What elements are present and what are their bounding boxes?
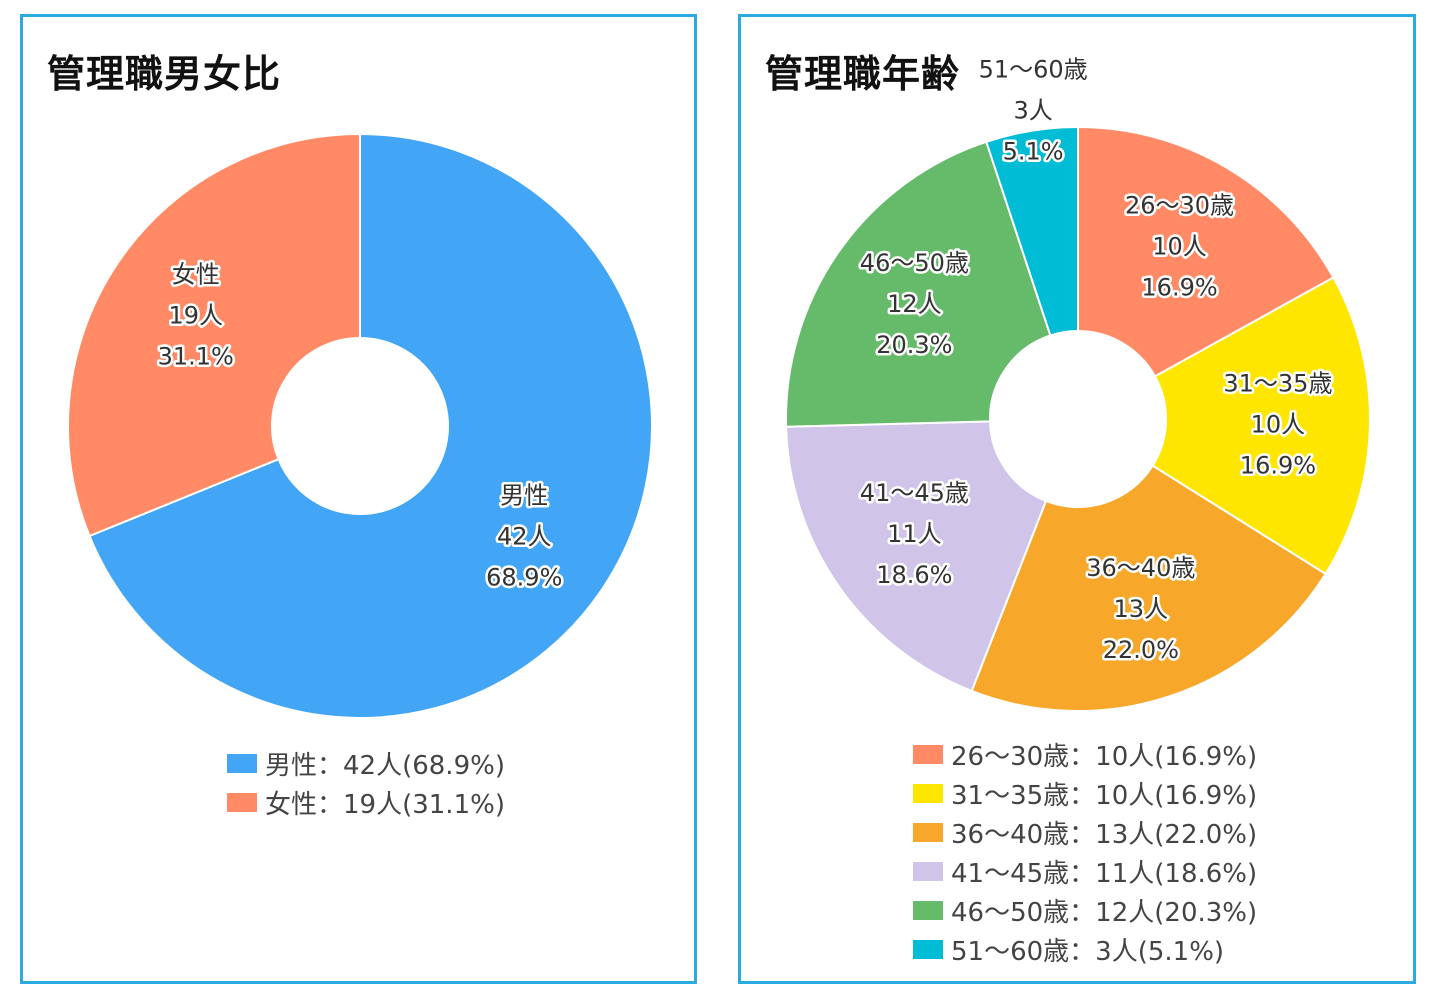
gender-slice-1 (88, 132, 653, 719)
age-legend-text: 36〜40歳：13人(22.0%) (951, 820, 1258, 850)
age-legend-text: 46〜50歳：12人(20.3%) (951, 898, 1258, 928)
age-legend-swatch (913, 784, 943, 803)
gender-legend: 男性：42人(68.9%) 女性：19人(31.1%) (227, 744, 505, 822)
age-slice-2-label: 31〜35歳 10人 16.9% (1223, 369, 1332, 479)
age-slice-4 (785, 420, 1048, 693)
age-legend: 26〜30歳：10人(16.9%) 31〜35歳：10人(16.9%) 36〜40歳… (913, 735, 1257, 969)
age-legend-text: 26〜30歳：10人(16.9%) (951, 742, 1258, 772)
age-slice-2 (1151, 276, 1371, 576)
age-slice-1 (1077, 125, 1335, 378)
age-legend-swatch (913, 940, 943, 959)
age-slice-4-label: 41〜45歳 11人 18.6% (860, 479, 969, 589)
age-legend-swatch (913, 862, 943, 881)
age-slice-1-label: 26〜30歳 10人 16.9% (1125, 192, 1234, 302)
age-legend-item: 31〜35歳：10人(16.9%) (913, 774, 1257, 813)
age-legend-item: 36〜40歳：13人(22.0%) (913, 813, 1257, 852)
age-donut-chart: 26〜30歳 10人 16.9% 31〜35歳 10人 16.9% 36〜40歳 13人 22.… (785, 53, 1371, 712)
age-legend-swatch (913, 901, 943, 920)
age-legend-item: 41〜45歳：11人(18.6%) (913, 852, 1257, 891)
gender-legend-swatch (227, 793, 257, 812)
age-legend-item: 26〜30歳：10人(16.9%) (913, 735, 1257, 774)
age-distribution-panel: 管理職年齢 26〜30歳 10人 16.9% 31〜35歳 10人 16.9% 36〜40歳… (738, 14, 1416, 984)
age-slice-3 (970, 464, 1327, 712)
age-slice-5 (785, 140, 1052, 428)
age-chart-title: 管理職年齢 (765, 52, 961, 96)
age-legend-text: 51〜60歳：3人(5.1%) (951, 937, 1225, 967)
age-legend-swatch (913, 823, 943, 842)
age-slice-6 (985, 125, 1079, 337)
gender-legend-item: 女性：19人(31.1%) (227, 783, 505, 822)
age-slice-5-label: 46〜50歳 12人 20.3% (860, 249, 969, 359)
gender-legend-text: 女性：19人(31.1%) (265, 790, 505, 820)
gender-legend-swatch (227, 754, 257, 773)
gender-legend-item: 男性：42人(68.9%) (227, 744, 505, 783)
gender-slice-2 (67, 132, 361, 538)
age-slice-6-label: 51〜60歳 3人 5.1% (979, 56, 1088, 166)
gender-legend-text: 男性：42人(68.9%) (265, 751, 505, 781)
gender-chart-title: 管理職男女比 (47, 52, 282, 96)
age-legend-text: 31〜35歳：10人(16.9%) (951, 781, 1258, 811)
age-legend-text: 41〜45歳：11人(18.6%) (951, 859, 1258, 889)
age-legend-swatch (913, 745, 943, 764)
gender-slice-2-label: 女性 19人 31.1% (158, 260, 234, 370)
age-slice-3-label: 36〜40歳 13人 22.0% (1086, 554, 1195, 664)
age-legend-item: 46〜50歳：12人(20.3%) (913, 891, 1257, 930)
gender-donut-chart: 男性 42人 68.9% 女性 19人 31.1% (67, 132, 653, 719)
age-legend-item: 51〜60歳：3人(5.1%) (913, 930, 1257, 969)
gender-ratio-panel: 管理職男女比 男性 42人 68.9% 女性 19人 31.1% 男性：42人(68.9%… (20, 14, 697, 984)
gender-slice-1-label: 男性 42人 68.9% (486, 482, 562, 592)
